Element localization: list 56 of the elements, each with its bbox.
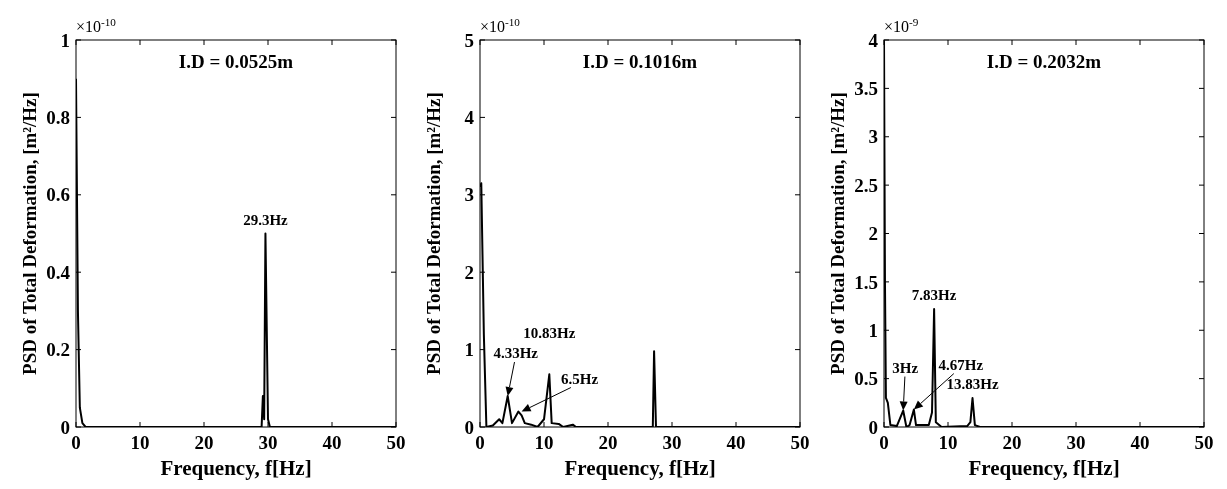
y-tick-label: 4 <box>868 29 879 51</box>
y-tick-label: 0 <box>60 416 70 438</box>
x-tick-label: 10 <box>938 432 958 453</box>
x-tick-label: 20 <box>598 432 618 453</box>
text: ×10$^{-9}$ <box>884 16 919 35</box>
annotation: 3Hz <box>892 359 919 376</box>
y-tick-label: 4 <box>464 107 475 129</box>
x-axis-title: Frequency, f[Hz] <box>564 456 716 480</box>
y-tick-label: 1 <box>60 29 70 51</box>
y-axis-title: PSD of Total Deformation, [m²/Hz] <box>423 92 444 375</box>
x-axis-title: Frequency, f[Hz] <box>160 456 312 480</box>
x-tick-label: 40 <box>322 432 342 453</box>
x-tick-label: 40 <box>726 432 746 453</box>
y-tick-label: 0.6 <box>46 184 70 206</box>
text: ×10$^{-10}$ <box>480 16 521 35</box>
text: I.D = 0.1016m <box>582 51 698 72</box>
y-tick-label: 1 <box>868 319 878 341</box>
x-tick-label: 30 <box>1066 432 1086 453</box>
y-tick-label: 2.5 <box>854 174 878 196</box>
y-tick-label: 2 <box>464 261 474 283</box>
annotation: 4.33Hz <box>493 345 539 362</box>
annotation: 6.5Hz <box>561 370 599 387</box>
y-tick-label: 0.4 <box>46 261 71 283</box>
x-tick-label: 30 <box>258 432 278 453</box>
y-tick-label: 5 <box>464 29 474 51</box>
annotation: 29.3Hz <box>243 211 289 228</box>
annotation: 4.67Hz <box>938 356 984 373</box>
annotation: 13.83Hz <box>946 375 999 392</box>
y-tick-label: 0.2 <box>46 339 70 361</box>
annotation: 10.83Hz <box>523 325 576 342</box>
annotation: 7.83Hz <box>911 286 957 303</box>
y-tick-label: 0.8 <box>46 107 70 129</box>
y-tick-label: 1.5 <box>854 271 878 293</box>
x-tick-label: 20 <box>194 432 214 453</box>
x-tick-label: 10 <box>130 432 150 453</box>
x-tick-label: 40 <box>1130 432 1150 453</box>
y-tick-label: 3 <box>464 184 474 206</box>
x-tick-label: 20 <box>1002 432 1022 453</box>
text: ×10$^{-10}$ <box>76 16 117 35</box>
y-tick-label: 3 <box>868 126 878 148</box>
x-tick-label: 30 <box>662 432 682 453</box>
x-tick-label: 10 <box>534 432 554 453</box>
text: I.D = 0.0525m <box>178 51 294 72</box>
y-axis-title: PSD of Total Deformation, [m²/Hz] <box>827 92 848 375</box>
x-axis-title: Frequency, f[Hz] <box>968 456 1120 480</box>
x-tick-label: 50 <box>386 432 406 453</box>
y-tick-label: 0.5 <box>854 368 878 390</box>
text: I.D = 0.2032m <box>986 51 1102 72</box>
y-tick-label: 3.5 <box>854 78 878 100</box>
x-tick-label: 50 <box>1194 432 1214 453</box>
y-tick-label: 1 <box>464 339 474 361</box>
x-tick-label: 50 <box>790 432 810 453</box>
y-tick-label: 0 <box>868 416 878 438</box>
y-axis-title: PSD of Total Deformation, [m²/Hz] <box>19 92 40 375</box>
y-tick-label: 2 <box>868 223 878 245</box>
y-tick-label: 0 <box>464 416 474 438</box>
